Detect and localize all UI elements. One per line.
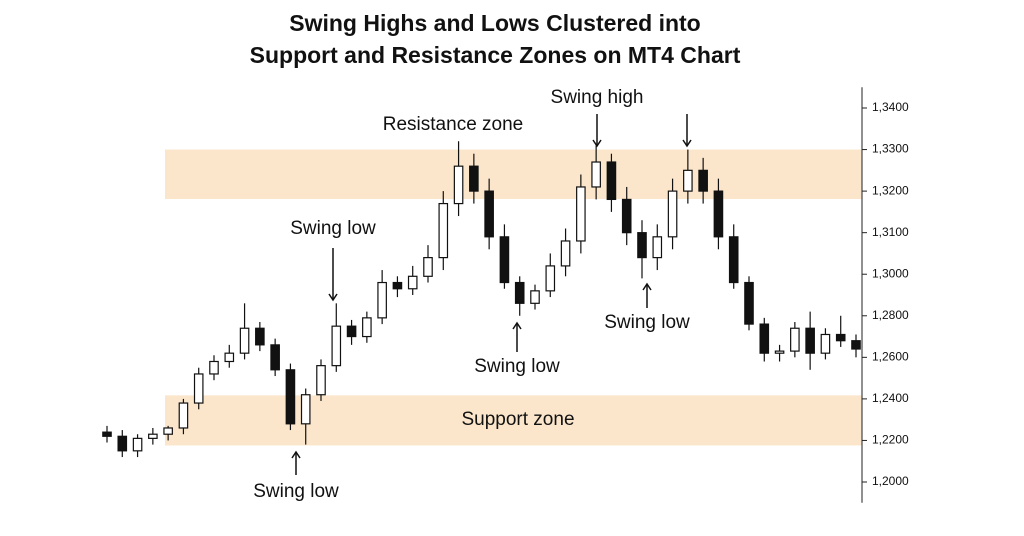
candle-body	[514, 281, 525, 304]
zone	[165, 395, 862, 446]
y-tick-label: 1,3200	[872, 183, 909, 197]
candle-body	[790, 327, 800, 352]
candle-body	[193, 373, 204, 404]
candle-body	[377, 281, 387, 319]
candle-body	[407, 275, 418, 290]
candle-body	[132, 437, 143, 452]
candle-body	[255, 327, 265, 346]
candle-body	[285, 369, 296, 425]
arrow-head	[592, 139, 602, 148]
annotation: Swing low	[290, 218, 376, 239]
candle-body	[667, 190, 678, 238]
chart-title: Support and Resistance Zones on MT4 Char…	[250, 42, 741, 68]
candle-body	[683, 169, 693, 192]
arrow-head	[642, 282, 652, 291]
candle-body	[300, 394, 311, 425]
candle-body	[728, 236, 739, 284]
candle-body	[606, 161, 617, 201]
candle-body	[698, 169, 708, 192]
y-tick-label: 1,2400	[872, 391, 909, 405]
candle-body	[102, 431, 112, 437]
candle-body	[759, 323, 770, 354]
candle-body	[835, 333, 846, 342]
candle-body	[117, 435, 128, 452]
candle-body	[499, 236, 510, 284]
candle-body	[239, 327, 250, 354]
candle-body	[484, 190, 494, 238]
candle-body	[774, 350, 785, 354]
chart-title: Swing Highs and Lows Clustered into	[289, 10, 700, 36]
y-tick-label: 1,2200	[872, 433, 909, 447]
candle-body	[652, 236, 663, 259]
candle-body	[805, 327, 815, 354]
candle-body	[224, 352, 235, 363]
arrow-head	[682, 139, 692, 148]
candle-body	[331, 325, 342, 367]
arrow-head	[328, 293, 338, 302]
candle-body	[820, 333, 831, 354]
y-tick-label: 1,2000	[872, 474, 909, 488]
candle-body	[316, 365, 326, 396]
candle-body	[423, 257, 433, 277]
annotation: Swing high	[551, 87, 644, 108]
candle-body	[163, 427, 173, 435]
zone-label: Support zone	[461, 409, 574, 430]
y-tick-label: 1,2600	[872, 350, 909, 364]
zone	[165, 149, 862, 200]
candle-body	[851, 340, 861, 350]
candle-body	[453, 165, 464, 205]
y-tick-label: 1,3400	[872, 100, 909, 114]
candle-body	[209, 360, 219, 375]
annotation: Swing low	[253, 481, 339, 502]
y-tick-label: 1,2800	[872, 308, 909, 322]
candle-body	[270, 344, 280, 371]
candle-body	[362, 317, 372, 338]
candle-body	[346, 325, 357, 338]
arrow-head	[291, 450, 301, 459]
candle-body	[148, 433, 158, 439]
candle-body	[438, 202, 449, 259]
arrow-head	[512, 321, 522, 330]
candle-body	[178, 402, 189, 429]
candle-body	[560, 240, 571, 267]
candle-body	[545, 265, 556, 292]
candle-body	[713, 190, 724, 238]
y-tick-label: 1,3100	[872, 225, 909, 239]
annotation: Swing low	[474, 356, 560, 377]
candle-body	[744, 281, 754, 325]
y-tick-label: 1,3000	[872, 266, 909, 280]
candle-body	[392, 281, 403, 290]
y-tick-label: 1,3300	[872, 142, 909, 156]
zone-label: Resistance zone	[383, 114, 523, 135]
candle-body	[530, 290, 540, 304]
candle-body	[469, 165, 479, 192]
candle-body	[576, 186, 586, 242]
candle-body	[591, 161, 601, 188]
candle-body	[621, 198, 632, 234]
candle-body	[637, 232, 647, 259]
annotation: Swing low	[604, 312, 690, 333]
